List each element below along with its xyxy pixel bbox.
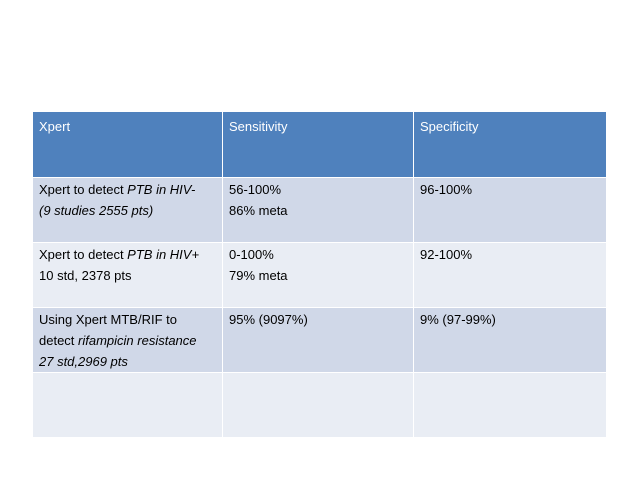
- cell-text: Xpert to detect: [39, 182, 128, 197]
- cell-line: detect rifampicin resistance: [39, 330, 216, 351]
- cell-text: PTB in HIV-: [127, 182, 196, 197]
- cell-text: 9% (97-99%): [420, 312, 496, 327]
- cell-line: 10 std, 2378 pts: [39, 265, 216, 286]
- cell-text: 95% (9097%): [229, 312, 308, 327]
- table-cell: 0-100% 79% meta: [222, 242, 414, 308]
- cell-line: 86% meta: [229, 200, 407, 221]
- cell-line: Xpert to detect PTB in HIV-: [39, 179, 216, 200]
- cell-text: Using Xpert MTB/RIF to: [39, 312, 177, 327]
- cell-text: PTB in HIV+: [127, 247, 200, 262]
- table-cell: 96-100%: [413, 177, 607, 243]
- cell-text: detect: [39, 333, 79, 348]
- header-cell: Sensitivity: [222, 111, 414, 178]
- cell-line: 0-100%: [229, 244, 407, 265]
- header-row: Xpert Sensitivity Specificity: [32, 111, 607, 178]
- cell-line: 27 std,2969 pts: [39, 351, 216, 372]
- cell-text: rifampicin resistance: [78, 333, 197, 348]
- table-cell: 9% (97-99%): [413, 307, 607, 373]
- cell-line: 9% (97-99%): [420, 309, 600, 330]
- table-cell: 95% (9097%): [222, 307, 414, 373]
- cell-line: 56-100%: [229, 179, 407, 200]
- cell-line: 96-100%: [420, 179, 600, 200]
- cell-line: Xpert to detect PTB in HIV+: [39, 244, 216, 265]
- table-cell: 92-100%: [413, 242, 607, 308]
- cell-text: 10 std, 2378 pts: [39, 268, 132, 283]
- cell-line: 95% (9097%): [229, 309, 407, 330]
- cell-text: 86% meta: [229, 203, 288, 218]
- table-row: [32, 372, 607, 438]
- cell-text: 0-100%: [229, 247, 274, 262]
- table-row: Using Xpert MTB/RIF to detect rifampicin …: [32, 307, 607, 373]
- table-cell: Xpert to detect PTB in HIV+ 10 std, 2378 …: [32, 242, 223, 308]
- header-cell: Specificity: [413, 111, 607, 178]
- header-cell: Xpert: [32, 111, 223, 178]
- table-cell: [32, 372, 223, 438]
- table-cell: Xpert to detect PTB in HIV- (9 studies 25…: [32, 177, 223, 243]
- table-cell: Using Xpert MTB/RIF to detect rifampicin …: [32, 307, 223, 373]
- cell-text: 92-100%: [420, 247, 473, 262]
- data-table: Xpert Sensitivity Specificity Xpert to det…: [32, 111, 607, 438]
- cell-text: 79% meta: [229, 268, 288, 283]
- cell-text: 96-100%: [420, 182, 473, 197]
- table-row: Xpert to detect PTB in HIV+ 10 std, 2378 …: [32, 242, 607, 308]
- cell-line: 92-100%: [420, 244, 600, 265]
- cell-line: 79% meta: [229, 265, 407, 286]
- table-cell: 56-100% 86% meta: [222, 177, 414, 243]
- cell-text: 27 std,2969 pts: [39, 354, 128, 369]
- table-row: Xpert to detect PTB in HIV- (9 studies 25…: [32, 177, 607, 243]
- cell-text: 56-100%: [229, 182, 282, 197]
- cell-text: (9 studies 2555 pts): [39, 203, 154, 218]
- cell-line: Using Xpert MTB/RIF to: [39, 309, 216, 330]
- table-cell: [222, 372, 414, 438]
- cell-line: (9 studies 2555 pts): [39, 200, 216, 221]
- table-cell: [413, 372, 607, 438]
- cell-text: Xpert to detect: [39, 247, 128, 262]
